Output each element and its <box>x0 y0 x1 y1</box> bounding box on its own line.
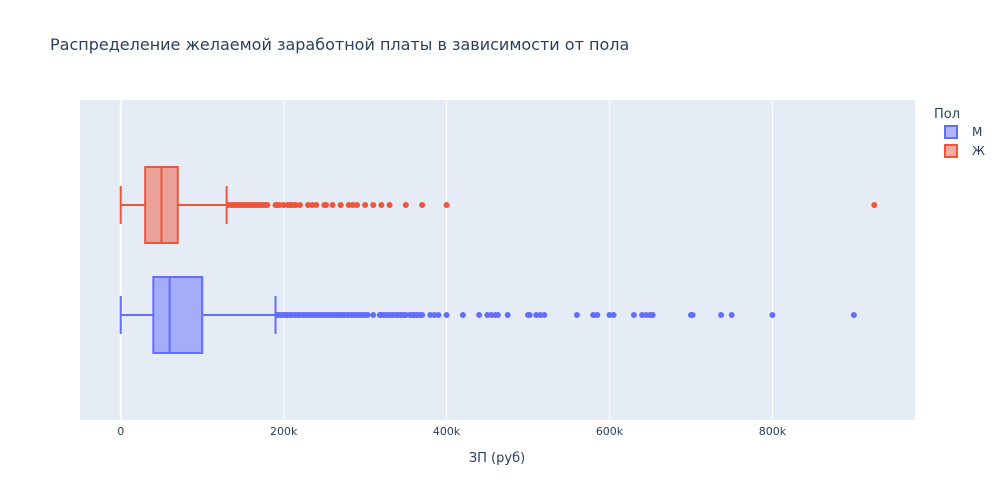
legend-swatch <box>944 125 958 139</box>
x-tick-label: 800k <box>759 425 787 438</box>
legend-title: Пол <box>934 107 960 122</box>
x-axis-title: ЗП (руб) <box>469 451 525 466</box>
outlier-point <box>594 312 601 318</box>
outlier-point <box>610 312 617 318</box>
x-tick-label: 0 <box>117 425 124 438</box>
outlier-point <box>718 312 725 318</box>
outlier-point <box>353 202 360 208</box>
outlier-point <box>435 312 442 318</box>
legend-label: М <box>972 125 982 139</box>
outlier-point <box>364 312 371 318</box>
outlier-point <box>378 202 385 208</box>
grid-lines <box>119 100 773 420</box>
outlier-point <box>419 312 426 318</box>
outlier-point <box>850 312 857 318</box>
outlier-point <box>728 312 735 318</box>
outlier-point <box>769 312 776 318</box>
x-tick-label: 200k <box>270 425 298 438</box>
x-axis-ticks: 0 200k 400k 600k 800k <box>117 425 787 438</box>
outlier-point <box>323 202 330 208</box>
outlier-point <box>443 202 450 208</box>
outlier-point <box>370 312 377 318</box>
outlier-point <box>329 202 336 208</box>
box-trace <box>119 166 878 244</box>
outlier-point <box>630 312 637 318</box>
outlier-point <box>419 202 426 208</box>
box-trace <box>119 276 857 354</box>
legend-label: Ж <box>972 144 985 158</box>
legend-item: М <box>944 125 982 139</box>
outlier-point <box>296 202 303 208</box>
plot-area <box>80 100 915 420</box>
outlier-point <box>504 312 511 318</box>
outlier-point <box>476 312 483 318</box>
outlier-point <box>459 312 466 318</box>
x-tick-label: 400k <box>433 425 461 438</box>
chart-title: Распределение желаемой заработной платы … <box>50 35 629 54</box>
outlier-point <box>541 312 548 318</box>
outlier-point <box>264 202 271 208</box>
outlier-point <box>649 312 656 318</box>
outlier-point <box>362 202 369 208</box>
outlier-point <box>526 312 533 318</box>
outlier-point <box>370 202 377 208</box>
outlier-point <box>402 202 409 208</box>
outlier-point <box>337 202 344 208</box>
outlier-point <box>689 312 696 318</box>
outlier-point <box>871 202 878 208</box>
iqr-box <box>152 276 204 354</box>
legend-swatch <box>944 144 958 158</box>
x-tick-label: 600k <box>596 425 624 438</box>
box-traces <box>119 166 878 354</box>
outlier-point <box>386 202 393 208</box>
legend: Пол МЖ <box>934 107 985 158</box>
outlier-point <box>443 312 450 318</box>
legend-item: Ж <box>944 144 985 158</box>
outlier-point <box>573 312 580 318</box>
outlier-point <box>313 202 320 208</box>
outlier-point <box>494 312 501 318</box>
